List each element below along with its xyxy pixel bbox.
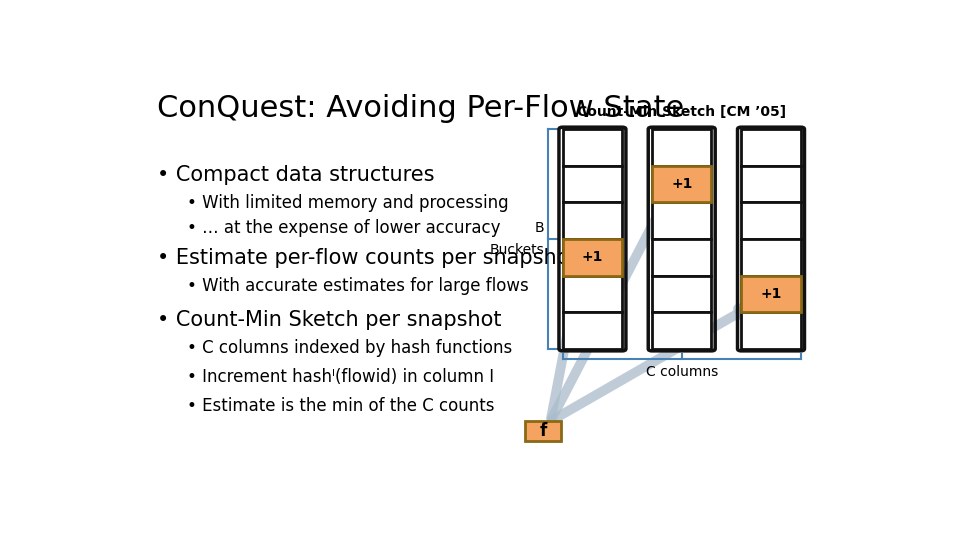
Text: Count-Min Sketch [CM ’05]: Count-Min Sketch [CM ’05] [577,105,786,119]
Bar [563,129,622,166]
Bar [741,312,801,349]
Bar [652,239,711,275]
Text: • With limited memory and processing: • With limited memory and processing [187,194,509,212]
Bar [563,166,622,202]
Text: +1: +1 [760,287,781,301]
Text: • Estimate per-flow counts per snapshot: • Estimate per-flow counts per snapshot [157,248,578,268]
Text: • Estimate is the min of the C counts: • Estimate is the min of the C counts [187,397,494,415]
Bar [741,275,801,312]
Text: • With accurate estimates for large flows: • With accurate estimates for large flow… [187,277,529,295]
Bar [563,202,622,239]
Bar [652,166,711,202]
Text: • C columns indexed by hash functions: • C columns indexed by hash functions [187,339,513,357]
Text: C columns: C columns [645,366,718,380]
Bar [563,275,622,312]
Bar [525,421,562,441]
Bar [741,129,801,166]
Text: • Compact data structures: • Compact data structures [157,165,435,185]
Bar [741,166,801,202]
Bar [563,239,622,275]
Bar [652,275,711,312]
Bar [652,129,711,166]
Bar [652,166,711,202]
Bar [563,239,622,275]
Text: • Increment hashᴵ(flowid) in column I: • Increment hashᴵ(flowid) in column I [187,368,494,386]
Text: B: B [535,221,544,235]
Text: f: f [540,422,547,440]
Bar [741,202,801,239]
Text: ConQuest: Avoiding Per-Flow State: ConQuest: Avoiding Per-Flow State [157,94,684,123]
Text: • Count-Min Sketch per snapshot: • Count-Min Sketch per snapshot [157,310,502,330]
Bar [741,275,801,312]
Text: Buckets: Buckets [490,243,544,257]
Text: +1: +1 [671,177,692,191]
Text: +1: +1 [582,251,603,264]
Text: • … at the expense of lower accuracy: • … at the expense of lower accuracy [187,219,500,237]
Bar [652,312,711,349]
Bar [563,312,622,349]
Bar [741,239,801,275]
Bar [652,202,711,239]
